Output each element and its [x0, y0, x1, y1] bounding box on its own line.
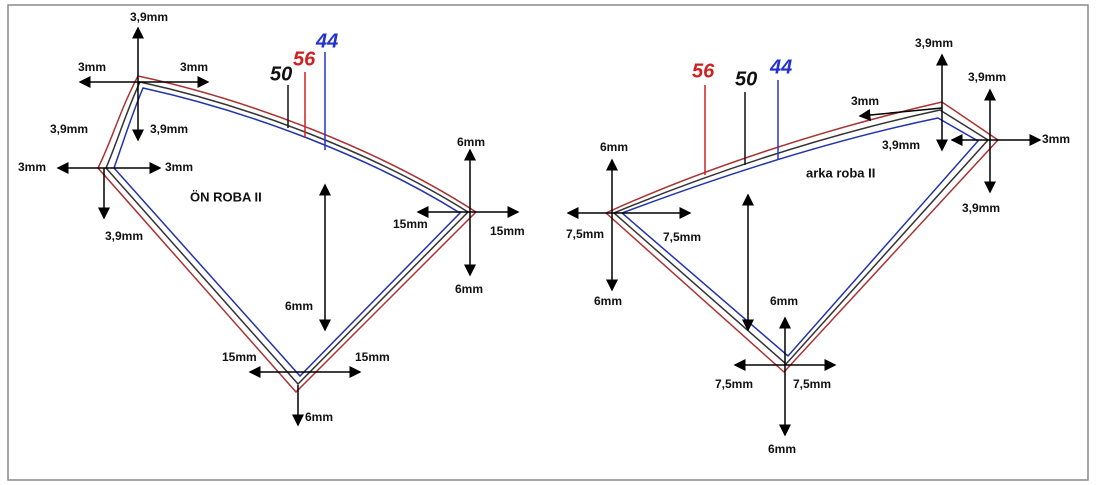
measurement-label: 6mm [305, 410, 333, 424]
measurement-label: 15mm [222, 350, 257, 364]
measurement-label: 6mm [600, 140, 628, 154]
measurement-label: 15mm [393, 217, 428, 231]
measurement-label: 3,9mm [915, 36, 953, 50]
measurement-label: 3mm [180, 60, 208, 74]
measurement-label: 3mm [851, 94, 879, 108]
measurement-label: 3mm [78, 60, 106, 74]
piece-title: arka roba II [806, 165, 875, 180]
measurement-label: 7,5mm [566, 227, 604, 241]
measurement-label: 7,5mm [715, 377, 753, 391]
measurement-label: 6mm [768, 442, 796, 456]
measurement-label: 6mm [285, 299, 313, 313]
size-label: 50 [735, 68, 757, 90]
measurement-label: 6mm [455, 282, 483, 296]
measurement-label: 7,5mm [793, 377, 831, 391]
measurement-label: 3,9mm [105, 229, 143, 243]
left-piece-outline [97, 75, 478, 394]
measurement-label: 3,9mm [968, 70, 1006, 84]
frame [7, 4, 1089, 481]
measurement-label: 15mm [490, 224, 525, 238]
measurement-label: 6mm [770, 294, 798, 308]
size-leaders [287, 52, 779, 175]
measurement-label: 7,5mm [663, 230, 701, 244]
measurement-label: 6mm [594, 294, 622, 308]
arrows [56, 26, 1042, 437]
measurement-label: 3mm [18, 160, 46, 174]
size-label: 44 [769, 56, 792, 78]
measurement-label: 15mm [355, 350, 390, 364]
piece-title: ÖN ROBA II [190, 189, 262, 204]
measurement-label: 3,9mm [130, 10, 168, 24]
arrow [858, 107, 943, 121]
measurement-label: 3,9mm [882, 138, 920, 152]
size-label: 44 [315, 30, 338, 52]
measurement-label: 3,9mm [962, 201, 1000, 215]
size-label: 56 [293, 48, 316, 70]
measurement-label: 6mm [457, 135, 485, 149]
measurement-label: 3,9mm [50, 122, 88, 136]
size-label: 56 [692, 60, 715, 82]
measurement-label: 3,9mm [150, 122, 188, 136]
measurement-label: 3mm [165, 160, 193, 174]
measurement-label: 3mm [1042, 132, 1070, 146]
size-label: 50 [270, 63, 292, 85]
